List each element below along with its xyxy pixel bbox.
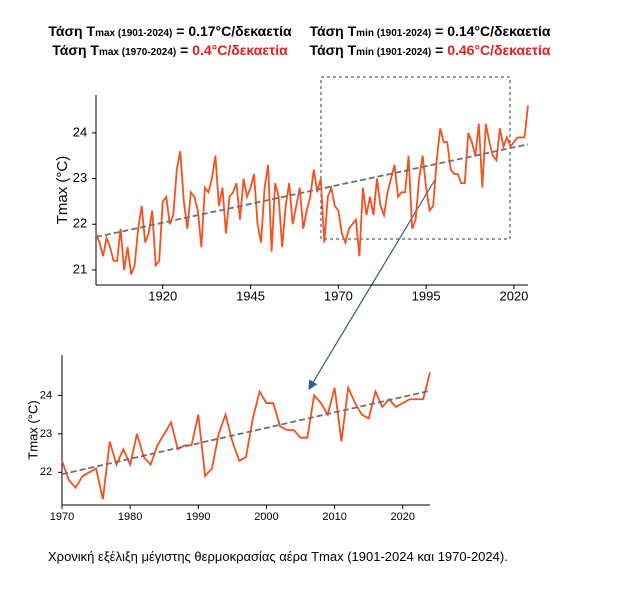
y-tick-label: 23 [73,170,87,185]
trend-eq: = [176,42,193,58]
trend-label: Τάση Tmax (1970-2024) = 0.4°C/δεκαετία [52,42,288,58]
trend-sub: min (1901-2024) [356,47,432,58]
trend-eq: = [431,23,448,39]
y-axis-label: Tmax (°C) [54,156,71,225]
trend-prefix: Τάση T [309,42,357,58]
trend-label: Τάση Tmin (1901-2024) = 0.14°C/δεκαετία [309,23,550,39]
x-tick-label: 2020 [499,288,528,303]
data-line [95,105,529,275]
y-tick-label: 21 [73,261,87,276]
x-tick-label: 1970 [50,511,74,523]
x-tick-label: 1990 [186,511,210,523]
y-tick-label: 24 [40,389,52,401]
trend-eq: = [172,23,189,39]
x-tick-label: 2020 [390,511,414,523]
x-tick-label: 2000 [254,511,278,523]
zoom-box [320,76,511,240]
y-tick-label: 22 [73,216,87,231]
data-line [61,372,431,500]
trend-prefix: Τάση T [48,23,96,39]
trend-sub: min (1901-2024) [356,28,432,39]
trend-eq: = [431,42,448,58]
trend-line [95,143,529,238]
y-tick-label: 22 [40,466,52,478]
trend-value: 0.46°C/δεκαετία [447,42,551,58]
x-tick-label: 1920 [148,288,177,303]
x-tick-label: 1945 [236,288,265,303]
trend-label: Τάση Tmin (1901-2024) = 0.46°C/δεκαετία [309,42,550,58]
trend-sub: max (1901-2024) [95,28,173,39]
trend-sub: max (1970-2024) [98,47,177,58]
x-tick-label: 1970 [324,288,353,303]
trend-value: 0.4°C/δεκαετία [192,42,288,58]
trend-value: 0.17°C/δεκαετία [188,23,292,39]
x-tick-label: 2010 [322,511,346,523]
trend-value: 0.14°C/δεκαετία [447,23,551,39]
y-tick-label: 24 [73,124,87,139]
trend-prefix: Τάση T [52,42,99,58]
x-tick-label: 1995 [412,288,441,303]
caption: Χρονική εξέλιξη μέγιστης θερμοκρασίας αέ… [48,549,508,564]
trend-prefix: Τάση T [309,23,357,39]
trend-label: Τάση Tmax (1901-2024) = 0.17°C/δεκαετία [48,23,291,39]
y-axis-label: Tmax (°C) [25,400,40,459]
trend-line [61,389,431,476]
x-tick-label: 1980 [118,511,142,523]
y-tick-label: 23 [40,428,52,440]
zoom-arrow [308,177,437,391]
